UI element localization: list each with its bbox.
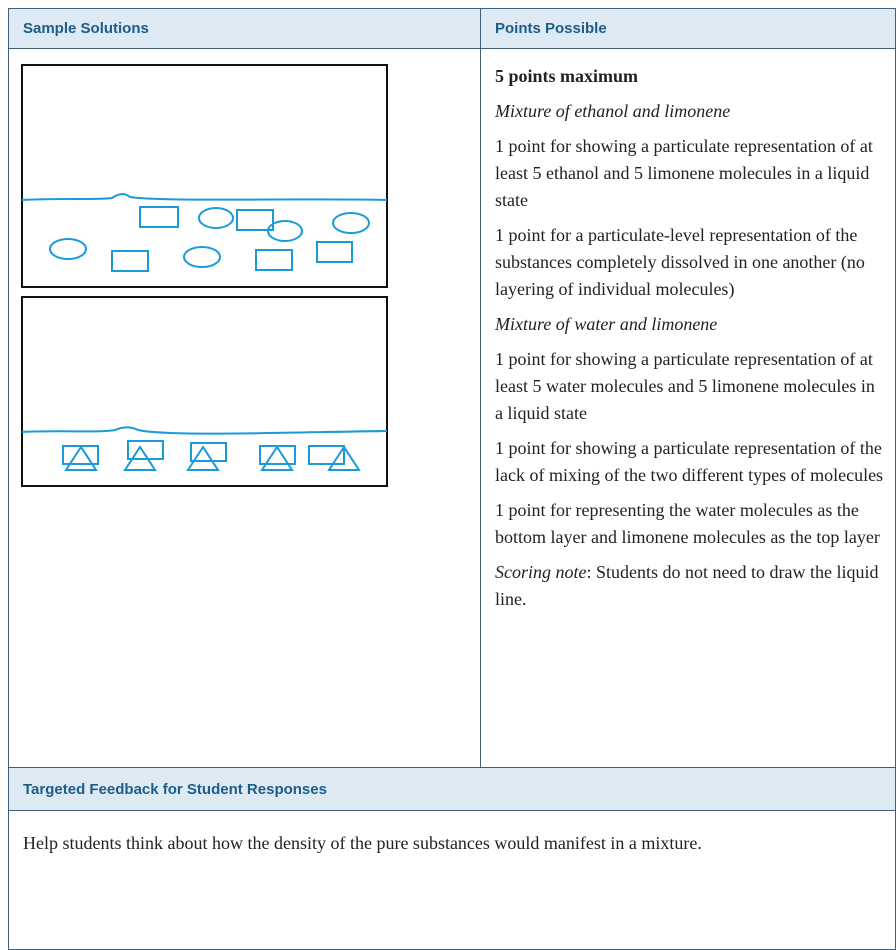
header-cell: Sample Solutions: [8, 8, 481, 49]
feedback-cell: Help students think about how the densit…: [8, 810, 896, 950]
paragraph: Scoring note: Students do not need to dr…: [495, 559, 885, 613]
paragraph: 1 point for showing a particulate repres…: [495, 136, 873, 210]
paragraph: 1 point for a particulate-level represen…: [495, 225, 865, 299]
page: Sample Solutions Points Possible 5 point…: [8, 8, 896, 950]
paragraph: 5 points maximum: [495, 66, 639, 86]
paragraph: Help students think about how the densit…: [23, 833, 702, 853]
paragraph: 1 point for showing a particulate repres…: [495, 349, 875, 423]
header-cell: Points Possible: [480, 8, 896, 49]
note-label: Scoring note: [495, 562, 587, 582]
header-cell: Targeted Feedback for Student Responses: [8, 767, 896, 811]
paragraph: Mixture of water and limonene: [495, 314, 718, 334]
solutions-cell: [8, 48, 481, 768]
points-cell: 5 points maximum Mixture of ethanol and …: [480, 48, 896, 768]
header: Targeted Feedback for Student Responses: [23, 780, 327, 798]
header: Sample Solutions: [23, 20, 149, 37]
note-text: : Students do not need to draw the liqui…: [495, 562, 879, 609]
paragraph: Mixture of ethanol and limonene: [495, 101, 731, 121]
paragraph: 1 point for representing the water molec…: [495, 500, 880, 547]
header: Points Possible: [495, 20, 607, 37]
paragraph: 1 point for showing a particulate repres…: [495, 438, 884, 485]
